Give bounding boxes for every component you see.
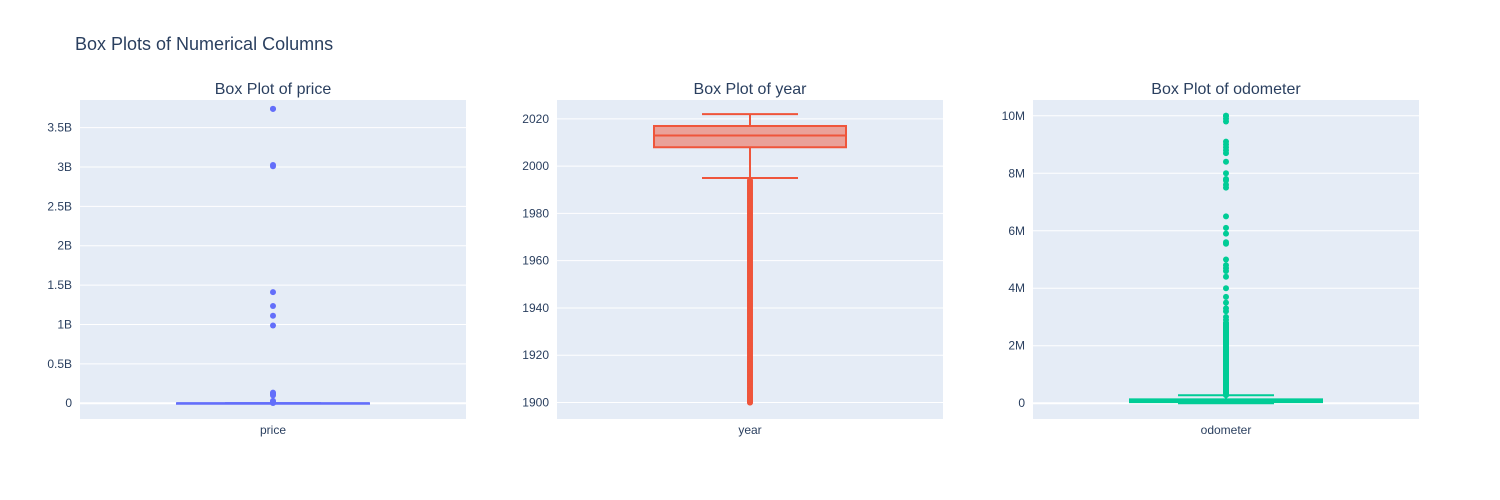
- price-outlier-point: [270, 392, 276, 399]
- odometer-y-tick-label: 10M: [1002, 109, 1025, 123]
- odometer-outlier-point: [1223, 316, 1229, 323]
- year-y-tick-label: 2000: [522, 159, 549, 173]
- year-x-tick-label: year: [738, 423, 761, 437]
- odometer-outlier-point: [1223, 177, 1229, 184]
- figure-title: Box Plots of Numerical Columns: [75, 34, 333, 54]
- year-box-panel: 1900 1920 1940 1960 1980 2000 2020 Box Plot of…: [522, 81, 943, 437]
- odometer-y-tick-label: 6M: [1008, 224, 1025, 238]
- year-y-tick-label: 1980: [522, 206, 549, 220]
- year-outlier-point: [747, 361, 753, 368]
- price-plot-area: [80, 100, 466, 419]
- price-y-tick-label: 0.5B: [47, 357, 72, 371]
- odometer-outlier-point: [1223, 230, 1229, 237]
- odometer-outlier-point: [1223, 273, 1229, 280]
- year-outlier-point: [747, 387, 753, 394]
- odometer-outlier-point: [1223, 213, 1229, 220]
- year-marks: [653, 113, 847, 406]
- price-outlier-point: [270, 289, 276, 296]
- odometer-outlier-point: [1223, 267, 1229, 274]
- year-subplot-title: Box Plot of year: [694, 81, 808, 98]
- odometer-outlier-point: [1223, 184, 1229, 191]
- odometer-outlier-point: [1223, 293, 1229, 300]
- odometer-y-tick-label: 2M: [1008, 339, 1025, 353]
- odometer-box-panel: 0 2M 4M 6M 8M 10M Box Plot of odometer odomet…: [1002, 81, 1419, 437]
- price-outlier-point: [270, 303, 276, 310]
- price-y-tick-label: 1B: [57, 317, 72, 331]
- price-y-tick-label: 3B: [57, 160, 72, 174]
- odometer-y-tick-label: 8M: [1008, 166, 1025, 180]
- odometer-outlier-point: [1223, 170, 1229, 177]
- year-y-tick-label: 1960: [522, 254, 549, 268]
- year-y-tick-label: 2020: [522, 112, 549, 126]
- odometer-outlier-point: [1223, 240, 1229, 247]
- odometer-outlier-point: [1223, 118, 1229, 125]
- odometer-subplot-title: Box Plot of odometer: [1151, 81, 1301, 98]
- odometer-marks: [1129, 112, 1323, 405]
- year-outlier-point: [747, 375, 753, 382]
- price-y-ticks: 0 0.5B 1B 1.5B 2B 2.5B 3B 3.5B: [47, 121, 72, 411]
- odometer-outlier-point: [1223, 150, 1229, 157]
- price-y-tick-label: 3.5B: [47, 121, 72, 135]
- price-subplot-title: Box Plot of price: [215, 81, 332, 98]
- odometer-y-ticks: 0 2M 4M 6M 8M 10M: [1002, 109, 1026, 410]
- price-y-tick-label: 1.5B: [47, 278, 72, 292]
- year-outlier-point: [747, 368, 753, 375]
- odometer-outlier-point: [1223, 285, 1229, 292]
- price-x-tick-label: price: [260, 423, 286, 437]
- price-y-tick-label: 2B: [57, 239, 72, 253]
- odometer-x-tick-label: odometer: [1201, 423, 1252, 437]
- odometer-y-tick-label: 4M: [1008, 281, 1025, 295]
- price-outlier-point: [270, 163, 276, 170]
- odometer-outlier-point: [1223, 308, 1229, 315]
- price-y-tick-label: 0: [65, 396, 72, 410]
- price-box-panel: 0 0.5B 1B 1.5B 2B 2.5B 3B 3.5B Box Plot of pric…: [47, 81, 466, 437]
- year-y-tick-label: 1900: [522, 395, 549, 409]
- odometer-outlier-point: [1223, 299, 1229, 306]
- price-y-tick-label: 2.5B: [47, 199, 72, 213]
- odometer-outlier-point: [1223, 158, 1229, 165]
- year-outlier-point: [747, 392, 753, 399]
- year-y-tick-label: 1940: [522, 301, 549, 315]
- year-y-ticks: 1900 1920 1940 1960 1980 2000 2020: [522, 112, 549, 410]
- odometer-y-tick-label: 0: [1018, 396, 1025, 410]
- price-marks: [176, 105, 370, 406]
- price-outlier-point: [270, 312, 276, 319]
- odometer-outlier-point: [1223, 256, 1229, 263]
- price-outlier-point: [270, 105, 276, 112]
- year-iqr-box: [653, 124, 847, 149]
- year-y-tick-label: 1920: [522, 348, 549, 362]
- odometer-outlier-point: [1223, 224, 1229, 231]
- price-outlier-point: [270, 322, 276, 329]
